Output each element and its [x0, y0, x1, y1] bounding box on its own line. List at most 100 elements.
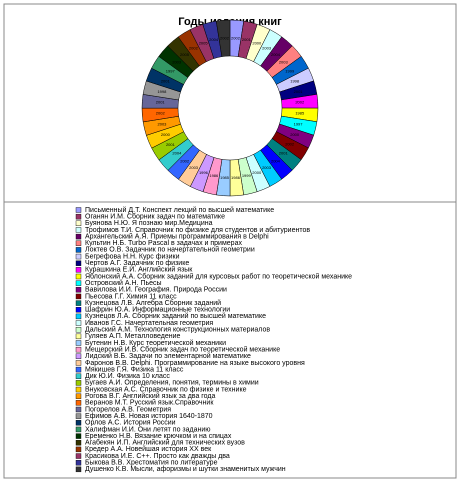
- segment-label: 2005: [199, 40, 209, 45]
- segment-label: 1985: [295, 111, 305, 116]
- legend-swatch: [75, 213, 82, 220]
- segment-label: 1999: [242, 173, 252, 178]
- segment-label: 2002: [220, 35, 230, 40]
- legend-label: Гуляев А.П. Металловедение: [85, 333, 180, 340]
- segment-label: 2002: [180, 158, 190, 163]
- legend-swatch: [75, 227, 82, 233]
- segment-label: 1997: [294, 121, 304, 126]
- segment-label: 1998: [290, 78, 300, 83]
- legend-swatch: [75, 446, 82, 453]
- legend-label: Еременко Н.В. Вязание крючком и на спица…: [85, 433, 232, 440]
- legend-label: Оганян И.М. Сборник задач по математике: [85, 212, 225, 220]
- legend-label: Шафрин Ю.А. Информационные технологии: [85, 307, 230, 314]
- segment-label: 2000: [252, 170, 262, 175]
- legend: Письменный Д.Т. Конспект лекций по высше…: [75, 206, 352, 473]
- segment-label: 1997: [166, 69, 176, 74]
- legend-label: Курашкина Е.И. Английский язык: [85, 266, 193, 274]
- legend-swatch: [75, 247, 82, 253]
- legend-swatch: [75, 267, 82, 273]
- legend-label: Вавилова И.И. География. Природа России: [85, 287, 227, 294]
- legend-swatch: [75, 293, 82, 300]
- legend-swatch: [75, 366, 82, 373]
- segment-label: 2004: [172, 151, 182, 156]
- legend-swatch: [75, 360, 82, 366]
- legend-swatch: [75, 380, 82, 386]
- legend-swatch: [75, 340, 82, 346]
- segment-label: 2003: [279, 60, 289, 65]
- legend-label: Бутенин Н.В. Курс теоретической механики: [85, 339, 226, 347]
- segment-label: 2004: [209, 37, 219, 42]
- legend-label: Красикова И.Е. C++. Просто как дважды дв…: [85, 453, 230, 460]
- legend-swatch: [75, 353, 82, 359]
- segment-label: 1996: [199, 170, 209, 175]
- segment-label: 2003: [262, 165, 272, 170]
- legend-swatch: [75, 260, 82, 266]
- legend-swatch: [75, 207, 82, 213]
- legend-swatch: [75, 393, 82, 399]
- legend-label: Халифман И.И. Они летят по заданию: [85, 426, 211, 433]
- legend-swatch: [75, 466, 82, 473]
- segment-label: 2003: [172, 60, 182, 65]
- legend-label: Письменный Д.Т. Конспект лекций по высше…: [85, 206, 274, 214]
- segment-label: 2004: [271, 52, 281, 57]
- legend-label: Бугаев А.И. Определения, понятия, термин…: [85, 380, 259, 387]
- legend-swatch: [75, 460, 82, 466]
- legend-swatch: [75, 300, 82, 306]
- legend-swatch: [75, 386, 82, 393]
- legend-label: Погорелов А.В. Геометрия: [85, 406, 171, 413]
- legend-swatch: [75, 453, 82, 459]
- legend-swatch: [75, 333, 82, 340]
- legend-swatch: [75, 406, 82, 413]
- legend-label: Буянова Н.Ю. Я познаю мир.Медицина: [85, 220, 213, 227]
- segment-label: 2004: [271, 158, 281, 163]
- legend-swatch: [75, 440, 82, 446]
- segment-label: 2001: [279, 151, 289, 156]
- legend-swatch: [75, 327, 82, 333]
- segment-label: 2002: [156, 111, 166, 116]
- legend-label: Дик Ю.И. Физика 10 класс: [85, 373, 170, 380]
- legend-swatch: [75, 346, 82, 353]
- legend-label: Веранов М.Т. Русский язык.Справочник: [85, 399, 214, 407]
- legend-label: Орлов А.С. История России: [85, 420, 176, 427]
- legend-swatch: [75, 280, 82, 286]
- segment-label: 1986: [209, 173, 219, 178]
- segment-label: 1998: [157, 89, 167, 94]
- legend-label: Островский А.Н. Пьесы: [85, 279, 162, 287]
- segment-label: 2000: [161, 132, 171, 137]
- legend-label: Бегрефова Н.Н. Курс физики: [85, 253, 180, 260]
- legend-label: Мещерский И.В. Сборник задач по теоретич…: [85, 345, 280, 353]
- segment-label: 1999: [285, 69, 295, 74]
- legend-swatch: [75, 400, 82, 406]
- legend-swatch: [75, 233, 82, 240]
- legend-label: Культин Н.Б. Turbo Pascal в задачах и пр…: [85, 240, 242, 247]
- segment-label: 2002: [189, 45, 199, 50]
- legend-swatch: [75, 307, 82, 313]
- legend-swatch: [75, 373, 82, 379]
- legend-label: Трофимов Т.И. Справочник по физике для с…: [85, 226, 310, 234]
- legend-label: Кредер А.А. Новейшая история XX век: [85, 445, 212, 453]
- segment-label: 2005: [180, 52, 190, 57]
- legend-label: Яблонский А.А. Сборник заданий для курсо…: [85, 272, 352, 280]
- legend-label: Мякишев Г.Я. Физика 11 класс: [85, 366, 184, 373]
- legend-swatch: [75, 287, 82, 293]
- segment-label: 2003: [158, 122, 168, 127]
- legend-swatch: [75, 240, 82, 246]
- legend-label: Быкова В.В. Хрестоматия по литературе: [85, 460, 218, 467]
- legend-label: Пьесова Г.Г. Химия 11 класс: [85, 293, 177, 300]
- segment-label: 2002: [285, 142, 295, 147]
- segment-label: 2000: [290, 132, 300, 137]
- legend-label: Архангельский А.Я. Приемы программирован…: [85, 232, 269, 240]
- segment-label: 2001: [294, 89, 304, 94]
- segment-label: 2003: [262, 45, 272, 50]
- legend-swatch: [75, 413, 82, 419]
- legend-swatch: [75, 433, 82, 439]
- legend-label: Локтев О.В. Задачник по начертательной г…: [85, 246, 255, 254]
- legend-label: Дальский А.М. Технология конструкционных…: [85, 326, 270, 334]
- segment-label: 2001: [161, 78, 171, 83]
- legend-label: Агабекян И.П. Английский для технических…: [85, 439, 245, 447]
- legend-label: Фаронов В.В. Delphi. Программирование на…: [85, 360, 305, 367]
- legend-label: Чертов А.Г. Задачник по физике: [85, 260, 189, 267]
- legend-swatch: [75, 313, 82, 320]
- segment-label: 2001: [166, 142, 176, 147]
